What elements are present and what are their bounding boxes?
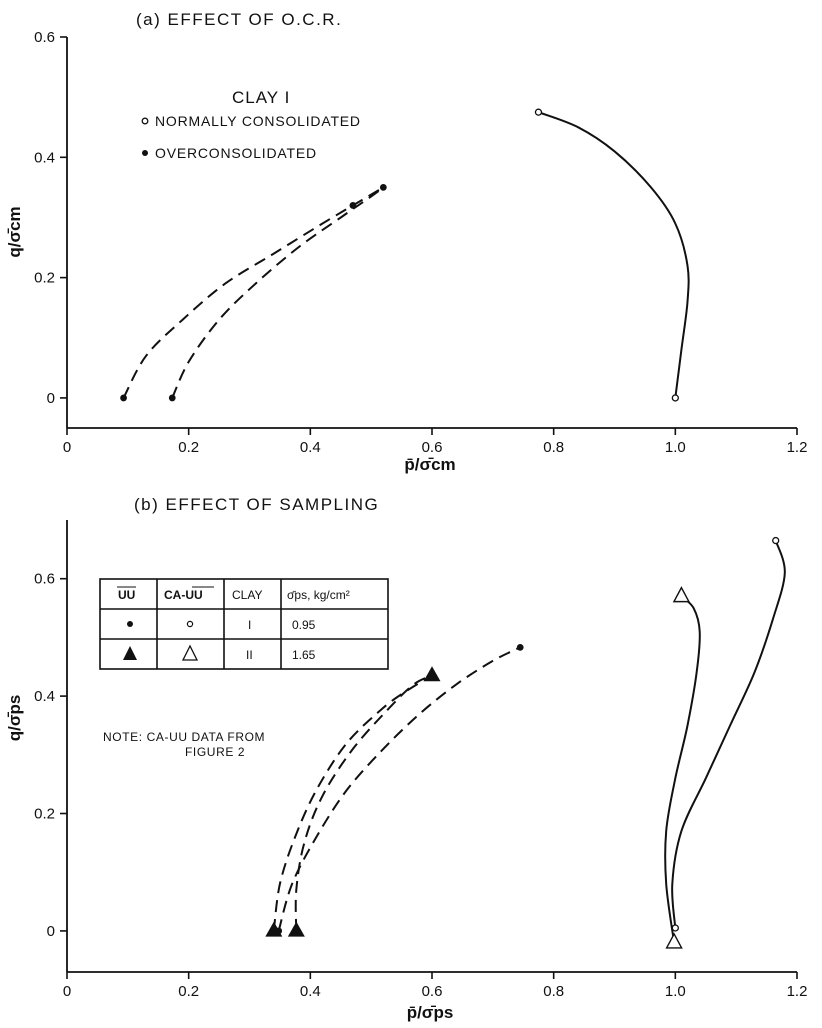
y-tick-label: 0.2 bbox=[34, 806, 55, 823]
panel-b-title: (b) EFFECT OF SAMPLING bbox=[134, 495, 379, 514]
panel-a-axes: 0 0.2 0.4 0.6 0.8 1.0 1.200.20.40.6p̄/σ̄cmq/σ̄… bbox=[5, 29, 807, 474]
y-tick-label: 0.6 bbox=[34, 571, 55, 588]
legend-open-circle-marker bbox=[141, 117, 149, 125]
data-point-filled-circle bbox=[516, 643, 524, 651]
x-tick-label: 0.4 bbox=[300, 439, 321, 456]
series-line-a-1 bbox=[122, 186, 384, 399]
legend-table-value-1: 0.95 bbox=[292, 618, 316, 632]
x-tick-label: 0.6 bbox=[422, 983, 443, 1000]
legend-table-uu-clay2-marker bbox=[123, 646, 137, 660]
panel-a-title: (a) EFFECT OF O.C.R. bbox=[136, 10, 342, 29]
x-axis-label: p̄/σ̄cm bbox=[404, 455, 455, 474]
y-tick-label: 0.4 bbox=[34, 149, 55, 166]
x-tick-label: 0.2 bbox=[178, 983, 199, 1000]
x-tick-label: 0.4 bbox=[300, 983, 321, 1000]
legend-table-header-sigma: σ̄ps, kg/cm² bbox=[287, 588, 350, 602]
panel-a-legend-entry-oc: OVERCONSOLIDATED bbox=[155, 145, 317, 161]
data-point-open-circle bbox=[534, 108, 543, 116]
legend-table-cauu-clay2-marker bbox=[181, 644, 199, 661]
panel-b-note-line-1: NOTE: CA-UU DATA FROM bbox=[103, 730, 265, 744]
x-tick-label: 1.2 bbox=[787, 439, 808, 456]
x-tick-label: 0 bbox=[63, 439, 71, 456]
y-tick-label: 0 bbox=[47, 390, 55, 407]
series-line-a-0 bbox=[538, 111, 690, 399]
data-point-filled-circle bbox=[120, 394, 127, 402]
panel-a-series bbox=[120, 108, 690, 402]
legend-filled-circle-marker bbox=[142, 150, 148, 156]
panel-a-effect-of-ocr: (a) EFFECT OF O.C.R. CLAY I NORMALLY CON… bbox=[136, 10, 361, 161]
x-axis-label: p̄/σ̄ps bbox=[407, 1003, 454, 1022]
y-axis-label: q/σ̄cm bbox=[5, 206, 24, 257]
legend-table-clay-1: I bbox=[248, 618, 251, 632]
legend-table-value-2: 1.65 bbox=[292, 648, 316, 662]
y-axis-label: q/σ̄ps bbox=[5, 695, 24, 742]
data-point-filled-circle bbox=[168, 394, 176, 402]
data-point-open-circle bbox=[671, 924, 679, 932]
panel-b-effect-of-sampling: (b) EFFECT OF SAMPLING UU CA-UU CLAY σ̄p… bbox=[99, 495, 389, 759]
panel-b-axes: 0 0.2 0.4 0.6 0.8 1.0 1.2 0 0.2 0.4 0.6 p̄/σ̄ps q/σ̄… bbox=[5, 520, 807, 1022]
series-line-b-3 bbox=[272, 674, 433, 932]
legend-table-header-uu: UU bbox=[118, 588, 135, 602]
series-line-b-2 bbox=[277, 646, 521, 932]
panel-b-series bbox=[265, 536, 786, 949]
series-line-b-1 bbox=[664, 595, 701, 943]
x-tick-label: 0.8 bbox=[543, 439, 564, 456]
data-point-open-triangle bbox=[672, 586, 691, 603]
panel-a-legend-title: CLAY I bbox=[232, 88, 290, 107]
x-tick-label: 0 bbox=[63, 983, 71, 1000]
series-line-b-0 bbox=[671, 540, 786, 929]
panel-a-legend-entry-nc: NORMALLY CONSOLIDATED bbox=[155, 113, 361, 129]
data-point-filled-triangle bbox=[287, 921, 305, 937]
x-tick-label: 0.8 bbox=[543, 983, 564, 1000]
y-tick-label: 0 bbox=[47, 923, 55, 940]
y-tick-label: 0.6 bbox=[34, 29, 55, 46]
panel-b-note-line-2: FIGURE 2 bbox=[185, 745, 245, 759]
x-tick-label: 0.2 bbox=[178, 439, 199, 456]
legend-table-header-clay: CLAY bbox=[232, 588, 262, 602]
x-tick-label: 0.6 bbox=[422, 439, 443, 456]
legend-table-header-ca-uu: CA-UU bbox=[164, 588, 203, 602]
data-point-filled-circle bbox=[379, 183, 387, 191]
x-tick-label: 1.0 bbox=[665, 439, 686, 456]
y-tick-label: 0.4 bbox=[34, 688, 55, 705]
data-point-open-circle bbox=[671, 394, 679, 402]
legend-table: UU CA-UU CLAY σ̄ps, kg/cm² I 0.95 II 1.6… bbox=[99, 578, 389, 670]
series-line-b-4 bbox=[294, 674, 433, 931]
legend-table-clay-2: II bbox=[246, 648, 253, 662]
legend-table-border bbox=[99, 578, 389, 670]
data-point-open-triangle bbox=[665, 932, 683, 949]
data-point-open-circle bbox=[772, 536, 780, 545]
series-line-a-2 bbox=[171, 186, 384, 399]
legend-table-uu-clay1-marker bbox=[127, 621, 133, 627]
legend-table-cauu-clay1-marker bbox=[186, 620, 194, 628]
data-point-filled-triangle bbox=[265, 921, 283, 937]
y-tick-label: 0.2 bbox=[34, 270, 55, 287]
x-tick-label: 1.2 bbox=[787, 983, 808, 1000]
x-tick-label: 1.0 bbox=[665, 983, 686, 1000]
data-point-filled-triangle bbox=[423, 666, 441, 682]
